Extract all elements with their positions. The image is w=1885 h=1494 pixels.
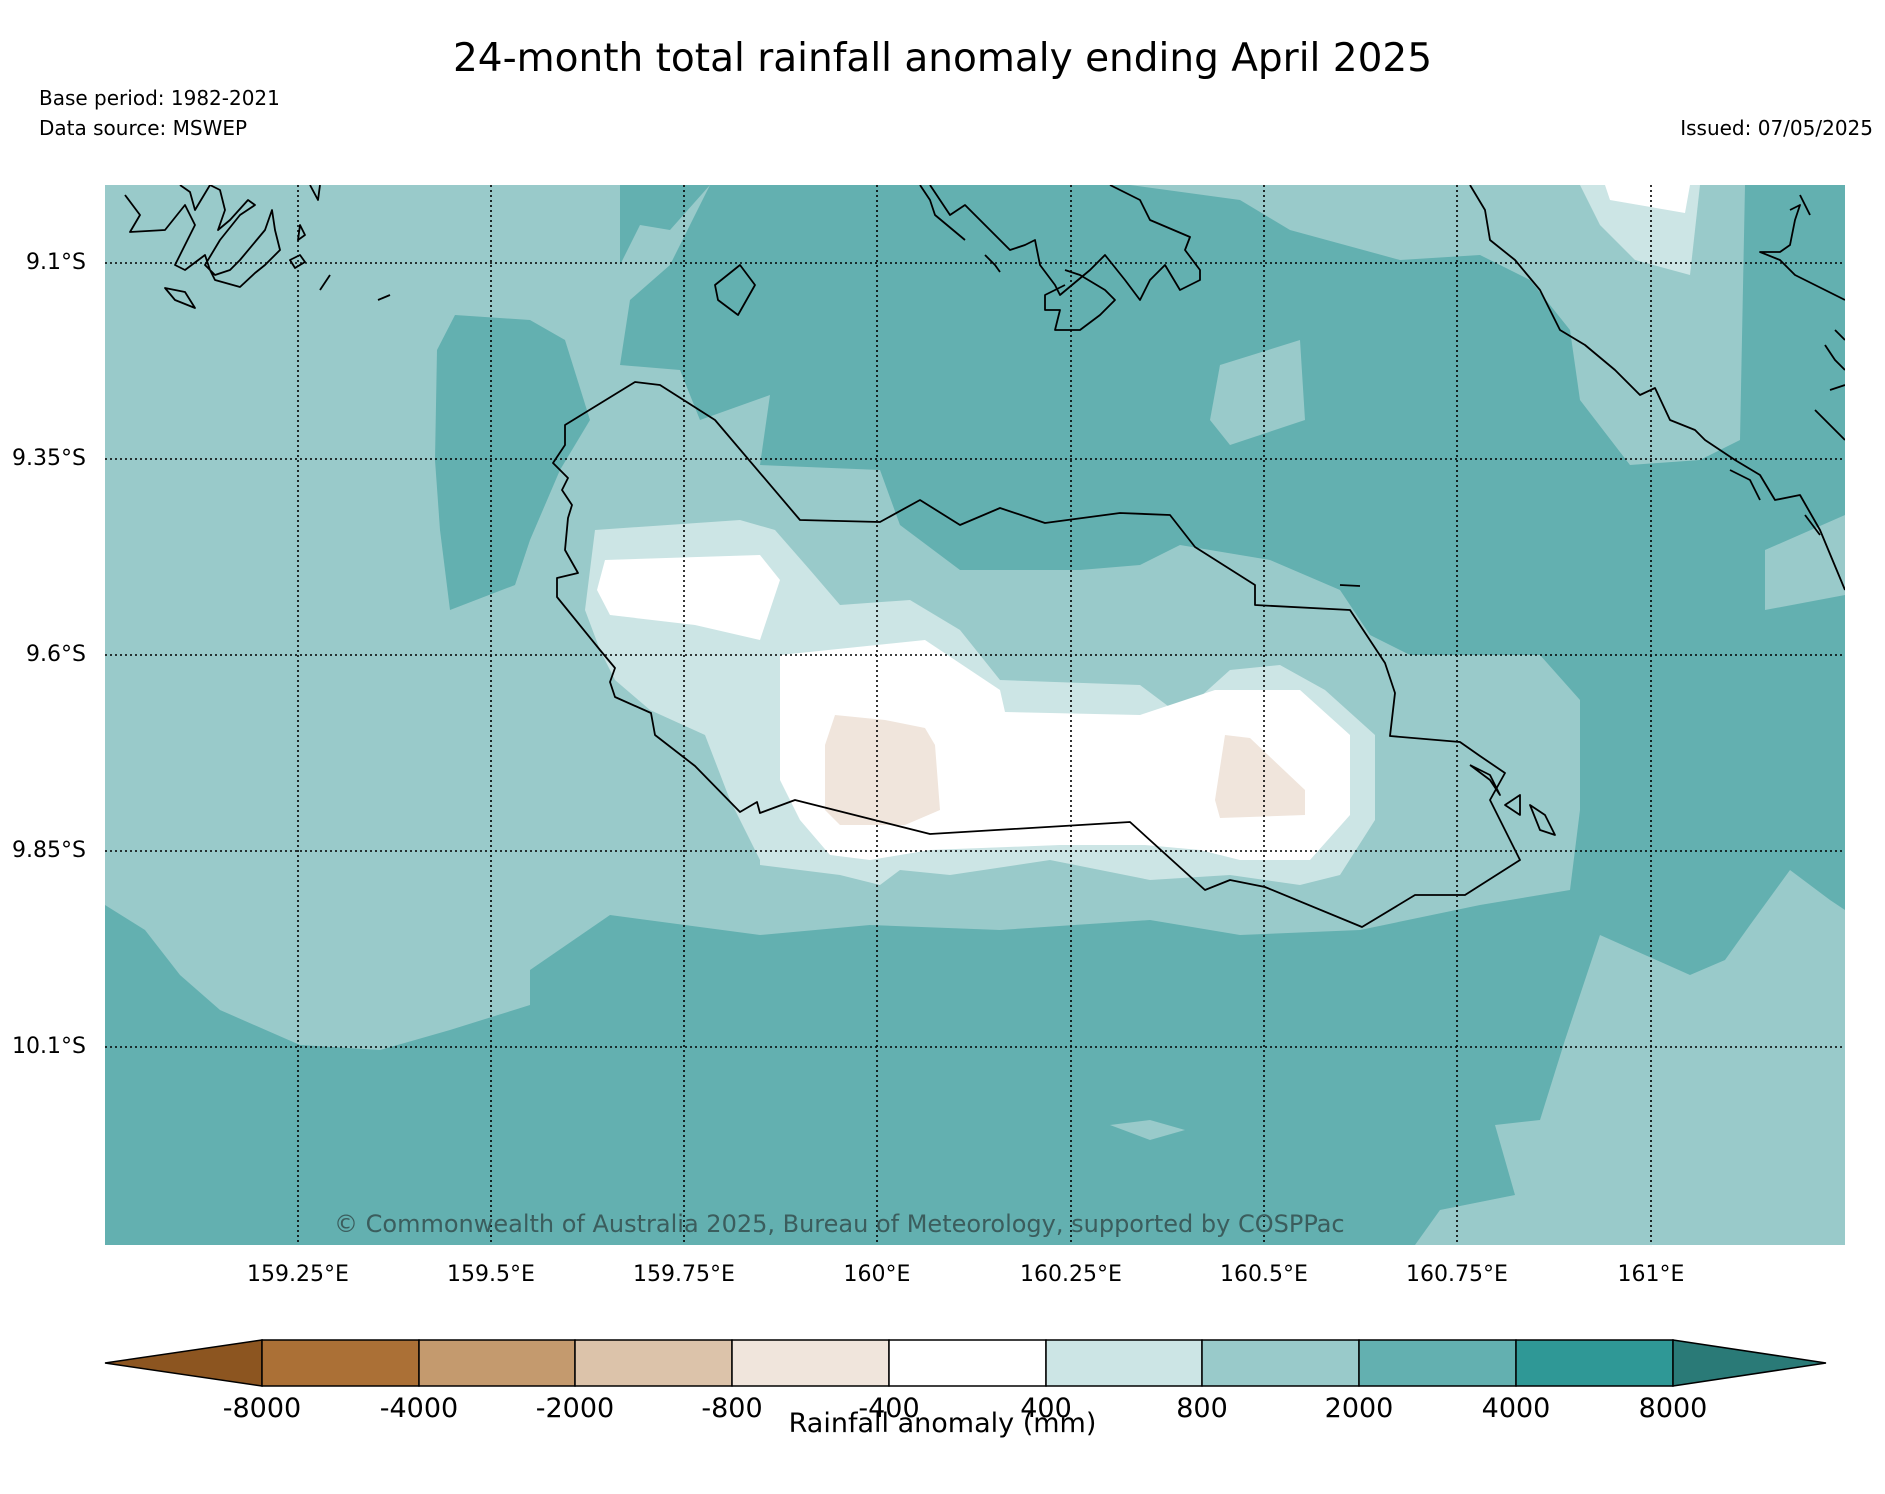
lat-label: 9.6°S (26, 642, 86, 667)
colorbar-segment (888, 1339, 1047, 1387)
colorbar-label: Rainfall anomaly (mm) (788, 1408, 1097, 1439)
lon-label: 160.25°E (1020, 1262, 1122, 1287)
colorbar-tick-label: -4000 (379, 1393, 459, 1424)
malaita-coastline (1829, 384, 1845, 391)
islet-coastline (1469, 764, 1501, 796)
coastline (124, 185, 1845, 928)
anomaly-band-800-2000 (605, 185, 620, 215)
florida-islands-coastline (984, 254, 1001, 273)
islet-coastline (1529, 804, 1556, 836)
colorbar-extend-high (1672, 1339, 1827, 1387)
russell-islands-coastline (164, 287, 196, 309)
anomaly-band-negative-400-800 (825, 715, 940, 825)
anomaly-band-2000-4000 (435, 315, 590, 610)
malaita-coastline (1804, 514, 1821, 536)
russell-islands-coastline (377, 294, 391, 301)
colorbar-tick-label: 4000 (1481, 1393, 1551, 1424)
lon-label: 161°E (1617, 1262, 1685, 1287)
colorbar-segment (1515, 1339, 1674, 1387)
colorbar-segment (574, 1339, 733, 1387)
anomaly-band-800-2000 (1765, 515, 1845, 610)
colorbar-tick-label: -800 (701, 1393, 763, 1424)
anomaly-band-negative-400-800 (1215, 735, 1305, 818)
colorbar-extend-low (104, 1339, 263, 1387)
guadalcanal-coastline (552, 381, 1521, 928)
lat-label: 9.35°S (12, 446, 86, 471)
lon-label: 160.75°E (1406, 1262, 1508, 1287)
lon-label: 160.5°E (1220, 1262, 1308, 1287)
colorbar (104, 1339, 1827, 1387)
malaita-coastline (1814, 409, 1845, 441)
russell-islands-coastline (297, 224, 306, 241)
anomaly-band-800-2000 (780, 185, 1745, 465)
lon-label: 159.5°E (447, 1262, 535, 1287)
lon-label: 159.25°E (247, 1262, 349, 1287)
malaita-coastline (1824, 344, 1845, 371)
malaita-coastline (1799, 194, 1811, 216)
malaita-coastline (1729, 469, 1761, 501)
savo-coastline (714, 264, 756, 316)
malaita-coastline (1759, 204, 1845, 301)
colorbar-segment (1201, 1339, 1360, 1387)
lon-label: 160°E (843, 1262, 911, 1287)
colorbar-tick-label: 8000 (1638, 1393, 1708, 1424)
issued-date: Issued: 07/05/2025 (1680, 116, 1873, 140)
copyright-notice: © Commonwealth of Australia 2025, Bureau… (334, 1210, 1345, 1238)
russell-islands-coastline (124, 185, 281, 288)
islet-coastline (1339, 584, 1361, 587)
colorbar-tick-label: 400 (1020, 1393, 1072, 1424)
colorbar-segment (1358, 1339, 1517, 1387)
lon-label: 159.75°E (633, 1262, 735, 1287)
map-plot-area: © Commonwealth of Australia 2025, Bureau… (105, 185, 1845, 1245)
islet-coastline (1504, 794, 1521, 816)
colorbar-segment (261, 1339, 420, 1387)
malaita-coastline (1469, 185, 1845, 591)
lat-label: 9.1°S (26, 250, 86, 275)
colorbar-segment (731, 1339, 890, 1387)
russell-islands-coastline (319, 274, 331, 291)
anomaly-band-2000-4000 (105, 185, 1845, 1245)
colorbar-tick-label: -400 (858, 1393, 920, 1424)
colorbar-segment (418, 1339, 576, 1387)
anomaly-band-800-2000 (1110, 1120, 1185, 1140)
lat-label: 9.85°S (12, 838, 86, 863)
anomaly-band-800-2000 (1210, 340, 1305, 445)
colorbar-tick-label: -2000 (535, 1393, 615, 1424)
graticule (105, 185, 1845, 1245)
base-period: Base period: 1982-2021 (39, 86, 280, 110)
colorbar-segment (1045, 1339, 1203, 1387)
anomaly-band-2000-4000 (610, 185, 710, 265)
florida-islands-coastline (929, 185, 1201, 301)
florida-islands-coastline (1044, 269, 1116, 331)
anomaly-band-neutral (597, 555, 780, 640)
anomaly-band-neutral (1605, 185, 1690, 213)
russell-islands-coastline (289, 254, 306, 269)
colorbar-tick-label: 2000 (1324, 1393, 1394, 1424)
florida-islands-coastline (919, 185, 966, 241)
map-title: 24-month total rainfall anomaly ending A… (452, 36, 1433, 81)
colorbar-tick-label: 800 (1176, 1393, 1228, 1424)
russell-islands-coastline (309, 185, 321, 201)
lat-label: 10.1°S (12, 1034, 86, 1059)
colorbar-tick-label: -8000 (222, 1393, 302, 1424)
data-source: Data source: MSWEP (39, 116, 248, 140)
malaita-coastline (1834, 329, 1845, 341)
